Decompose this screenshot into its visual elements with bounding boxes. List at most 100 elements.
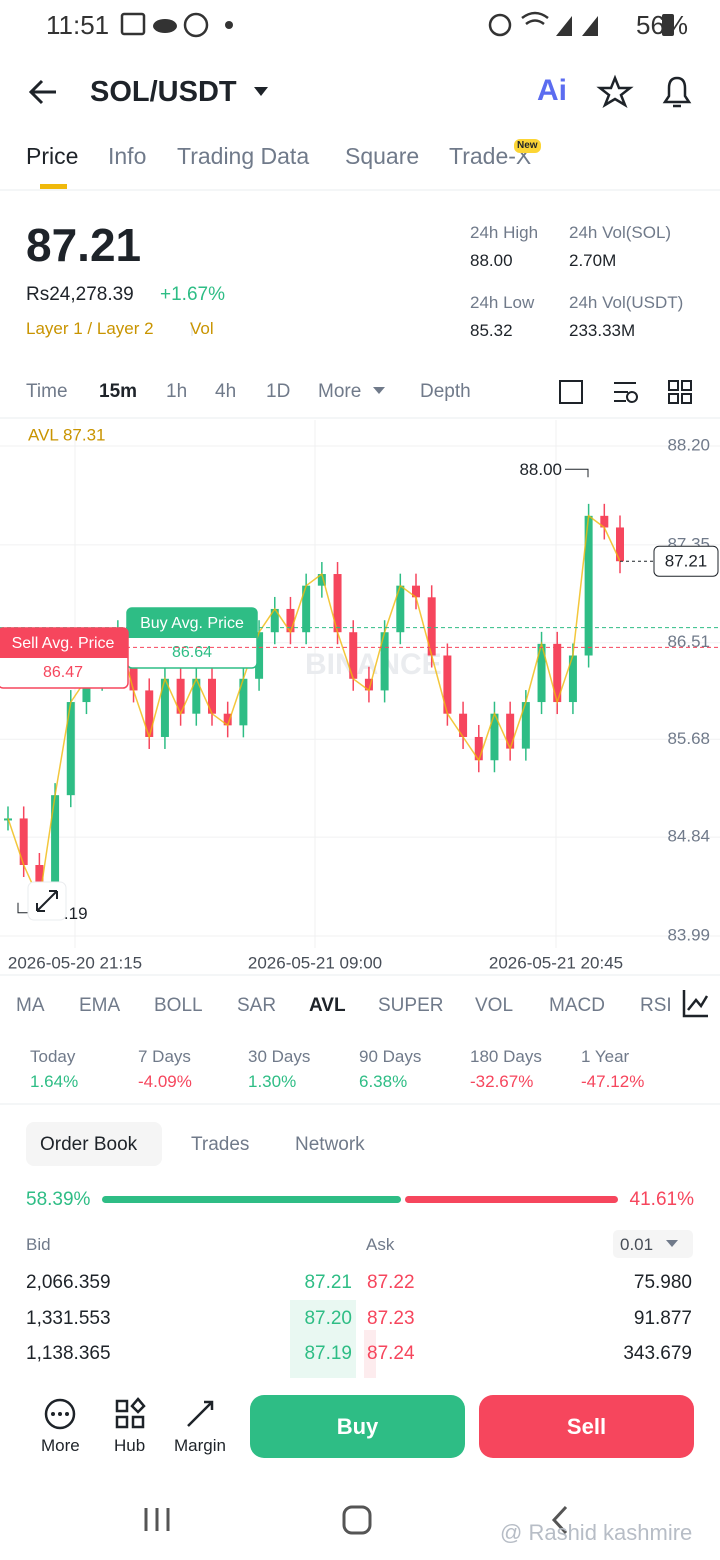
bid-price: 87.20 — [304, 1307, 352, 1329]
candle-body — [208, 678, 216, 714]
period-change: -4.09% — [138, 1072, 192, 1091]
tab[interactable]: Trading Data — [177, 143, 310, 169]
candle-body — [51, 795, 60, 900]
period-label: 7 Days — [138, 1047, 191, 1066]
candle-body — [255, 632, 264, 679]
bid-header: Bid — [26, 1235, 51, 1254]
candle-body — [364, 678, 373, 691]
ask-price: 87.22 — [367, 1272, 415, 1293]
y-tick-label: 83.99 — [667, 925, 710, 944]
indicator[interactable]: BOLL — [154, 995, 203, 1016]
y-tick-label: 88.20 — [667, 435, 710, 454]
candle-body — [506, 713, 515, 749]
candle-body — [600, 515, 609, 528]
x-tick-label: 2026-05-21 09:00 — [248, 953, 382, 972]
tag[interactable]: Vol — [190, 319, 214, 338]
period-change: 1.64% — [30, 1072, 79, 1091]
candle-body — [553, 643, 562, 703]
ask-quantity: 343.679 — [623, 1343, 692, 1364]
ask-ratio-bar — [404, 1196, 618, 1203]
candle-body — [521, 702, 530, 749]
tab[interactable]: Price — [26, 143, 79, 169]
candle-body — [145, 690, 154, 737]
bid-price: 87.21 — [304, 1272, 352, 1293]
avg-value: 86.47 — [43, 664, 83, 681]
ask-header: Ask — [366, 1235, 395, 1254]
indicator[interactable]: VOL — [475, 995, 514, 1016]
candle-body — [66, 702, 75, 796]
indicator[interactable]: EMA — [79, 995, 121, 1016]
candle-body — [568, 655, 577, 703]
period-change: 6.38% — [359, 1072, 408, 1091]
book-tab[interactable]: Network — [295, 1134, 365, 1155]
action-label[interactable]: Hub — [114, 1436, 146, 1455]
stat-label: 24h Vol(USDT) — [569, 293, 684, 312]
y-tick-label: 86.51 — [667, 632, 710, 651]
period-label: 30 Days — [248, 1047, 311, 1066]
candle-body — [396, 585, 405, 633]
candle-body — [270, 608, 279, 633]
indicator[interactable]: AVL — [309, 995, 346, 1016]
tab[interactable]: Square — [345, 143, 420, 169]
interval[interactable]: 1D — [266, 381, 291, 402]
interval[interactable]: 1h — [166, 381, 188, 402]
interval[interactable]: 15m — [99, 381, 138, 402]
interval[interactable]: 4h — [215, 381, 237, 402]
action-label[interactable]: Margin — [174, 1436, 226, 1455]
indicator[interactable]: SUPER — [378, 995, 444, 1016]
book-tab[interactable]: Order Book — [40, 1134, 138, 1155]
stat-value: 2.70M — [569, 251, 617, 270]
ask-price: 87.23 — [367, 1307, 415, 1329]
ai-button[interactable]: Ai — [537, 74, 567, 107]
candle-body — [192, 678, 201, 714]
high-label: 88.00 — [519, 460, 562, 479]
tab[interactable]: Info — [108, 143, 147, 169]
ask-quantity: 91.877 — [633, 1307, 692, 1329]
stat-value: 233.33M — [569, 321, 636, 340]
tag[interactable]: Layer 1 / Layer 2 — [26, 319, 154, 338]
interval[interactable]: Time — [26, 381, 68, 402]
precision[interactable]: 0.01 — [620, 1235, 654, 1254]
buy-button[interactable]: Buy — [250, 1395, 465, 1458]
period-label: 180 Days — [470, 1047, 542, 1066]
last-price-label: 87.21 — [665, 552, 708, 571]
interval[interactable]: More — [318, 381, 362, 402]
candle-body — [427, 597, 436, 656]
candle-body — [317, 574, 326, 586]
stat-label: 24h High — [470, 223, 539, 242]
status-time: 11:51 — [46, 10, 110, 40]
x-tick-label: 2026-05-20 21:15 — [8, 953, 142, 972]
candle-body — [302, 585, 311, 633]
interval[interactable]: Depth — [420, 381, 471, 402]
period-label: 90 Days — [359, 1047, 422, 1066]
book-tab[interactable]: Trades — [191, 1134, 250, 1155]
stat-value: 88.00 — [470, 251, 513, 270]
indicator[interactable]: SAR — [237, 995, 277, 1016]
tab[interactable]: Trade-X — [449, 143, 532, 169]
high-marker — [565, 468, 589, 478]
expand-icon — [36, 890, 58, 912]
last-price: 87.21 — [26, 219, 142, 271]
candle-body — [459, 713, 468, 737]
price-change: +1.67% — [160, 284, 225, 305]
action-label[interactable]: More — [41, 1436, 80, 1455]
indicator[interactable]: RSI — [640, 996, 672, 1015]
pair-title[interactable]: SOL/USDT — [90, 76, 237, 108]
indicator[interactable]: MACD — [549, 995, 605, 1016]
candle-body — [160, 678, 169, 737]
new-badge: New — [514, 139, 541, 153]
candle-body — [333, 574, 342, 633]
candle-body — [490, 713, 499, 761]
fiat-price: Rs24,278.39 — [26, 284, 134, 305]
avg-value: 86.64 — [172, 644, 212, 661]
stat-value: 85.32 — [470, 321, 513, 340]
period-change: -32.67% — [470, 1072, 534, 1091]
y-tick-label: 85.68 — [667, 729, 710, 748]
ask-ratio-label: 41.61% — [629, 1189, 694, 1210]
bid-ratio-bar — [102, 1196, 401, 1203]
sell-button[interactable]: Sell — [479, 1395, 694, 1458]
indicator[interactable]: MA — [16, 995, 45, 1016]
period-change: -47.12% — [581, 1072, 645, 1091]
